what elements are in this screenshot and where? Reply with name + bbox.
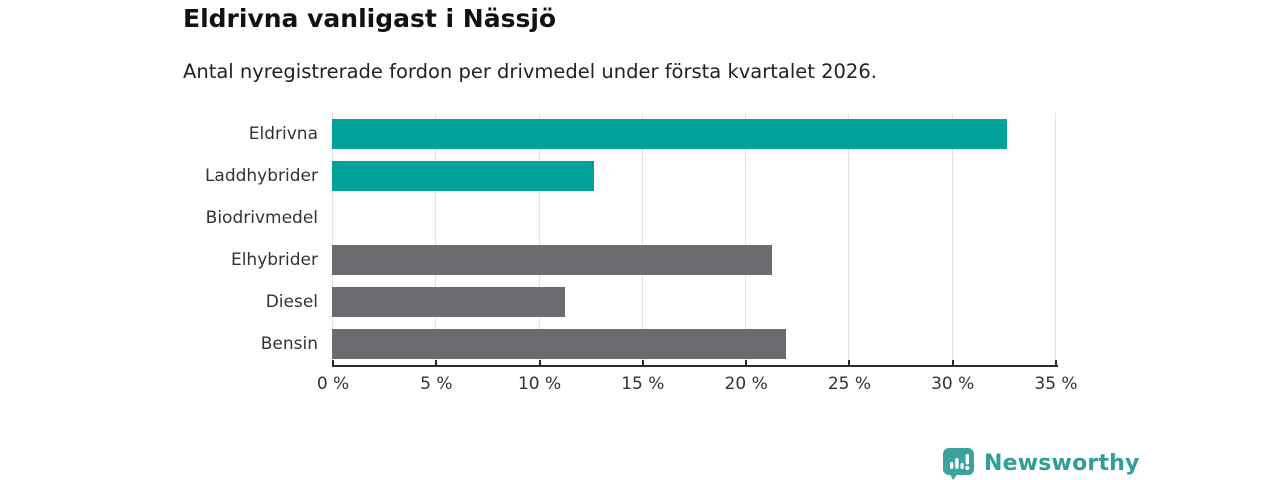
bar bbox=[332, 119, 1008, 149]
tick-label: 15 % bbox=[621, 374, 665, 394]
axis-tick bbox=[951, 360, 954, 365]
bar-track bbox=[332, 155, 1058, 197]
brand-name: Newsworthy bbox=[984, 450, 1140, 476]
axis-tick bbox=[332, 360, 334, 365]
tick-label: 20 % bbox=[724, 374, 768, 394]
category-label: Bensin bbox=[260, 334, 318, 354]
category-label: Elhybrider bbox=[230, 250, 318, 270]
bar bbox=[332, 161, 595, 191]
newsworthy-logo: Newsworthy bbox=[942, 446, 1140, 480]
bar-track bbox=[332, 113, 1058, 155]
tick-label: 25 % bbox=[827, 374, 872, 394]
bar-row-biodrivmedel: Biodrivmedel bbox=[180, 197, 1058, 239]
category-label: Laddhybrider bbox=[204, 166, 318, 186]
bar-row-diesel: Diesel bbox=[180, 281, 1058, 323]
axis-tick bbox=[641, 360, 644, 365]
bar-row-elhybrider: Elhybrider bbox=[180, 239, 1058, 281]
newsworthy-speech-bubble-bar-chart-icon bbox=[943, 448, 974, 480]
axis-tick bbox=[848, 360, 851, 365]
category-label: Diesel bbox=[265, 292, 318, 312]
axis-tick bbox=[1055, 360, 1057, 365]
bar-track bbox=[332, 239, 1058, 281]
page-subtitle: Antal nyregistrerade fordon per drivmede… bbox=[183, 60, 877, 83]
category-label: Eldrivna bbox=[248, 124, 318, 144]
bar-row-bensin: Bensin bbox=[180, 323, 1058, 365]
bar-row-eldrivna: Eldrivna bbox=[180, 113, 1058, 155]
bar bbox=[332, 329, 787, 359]
bar-track bbox=[332, 323, 1058, 365]
bar-chart: Eldrivna Laddhybrider Biodrivmedel Elhybrid… bbox=[180, 113, 1078, 394]
tick-label: 0 % bbox=[316, 374, 350, 394]
axis-tick bbox=[435, 360, 438, 365]
page-title: Eldrivna vanligast i Nässjö bbox=[183, 4, 557, 33]
bar-row-laddhybrider: Laddhybrider bbox=[180, 155, 1058, 197]
x-axis-line bbox=[332, 365, 1058, 367]
bar-track bbox=[332, 197, 1058, 239]
bar bbox=[332, 245, 772, 275]
axis-tick bbox=[745, 360, 748, 365]
tick-label: 35 % bbox=[1034, 374, 1078, 394]
axis-tick bbox=[538, 360, 541, 365]
tick-label: 30 % bbox=[931, 374, 975, 394]
category-label: Biodrivmedel bbox=[205, 208, 318, 228]
tick-label: 10 % bbox=[517, 374, 562, 394]
bar-rows: Eldrivna Laddhybrider Biodrivmedel Elhybrid… bbox=[180, 113, 1058, 365]
tick-label: 5 % bbox=[420, 374, 453, 394]
bar-track bbox=[332, 281, 1058, 323]
bar bbox=[332, 287, 566, 317]
